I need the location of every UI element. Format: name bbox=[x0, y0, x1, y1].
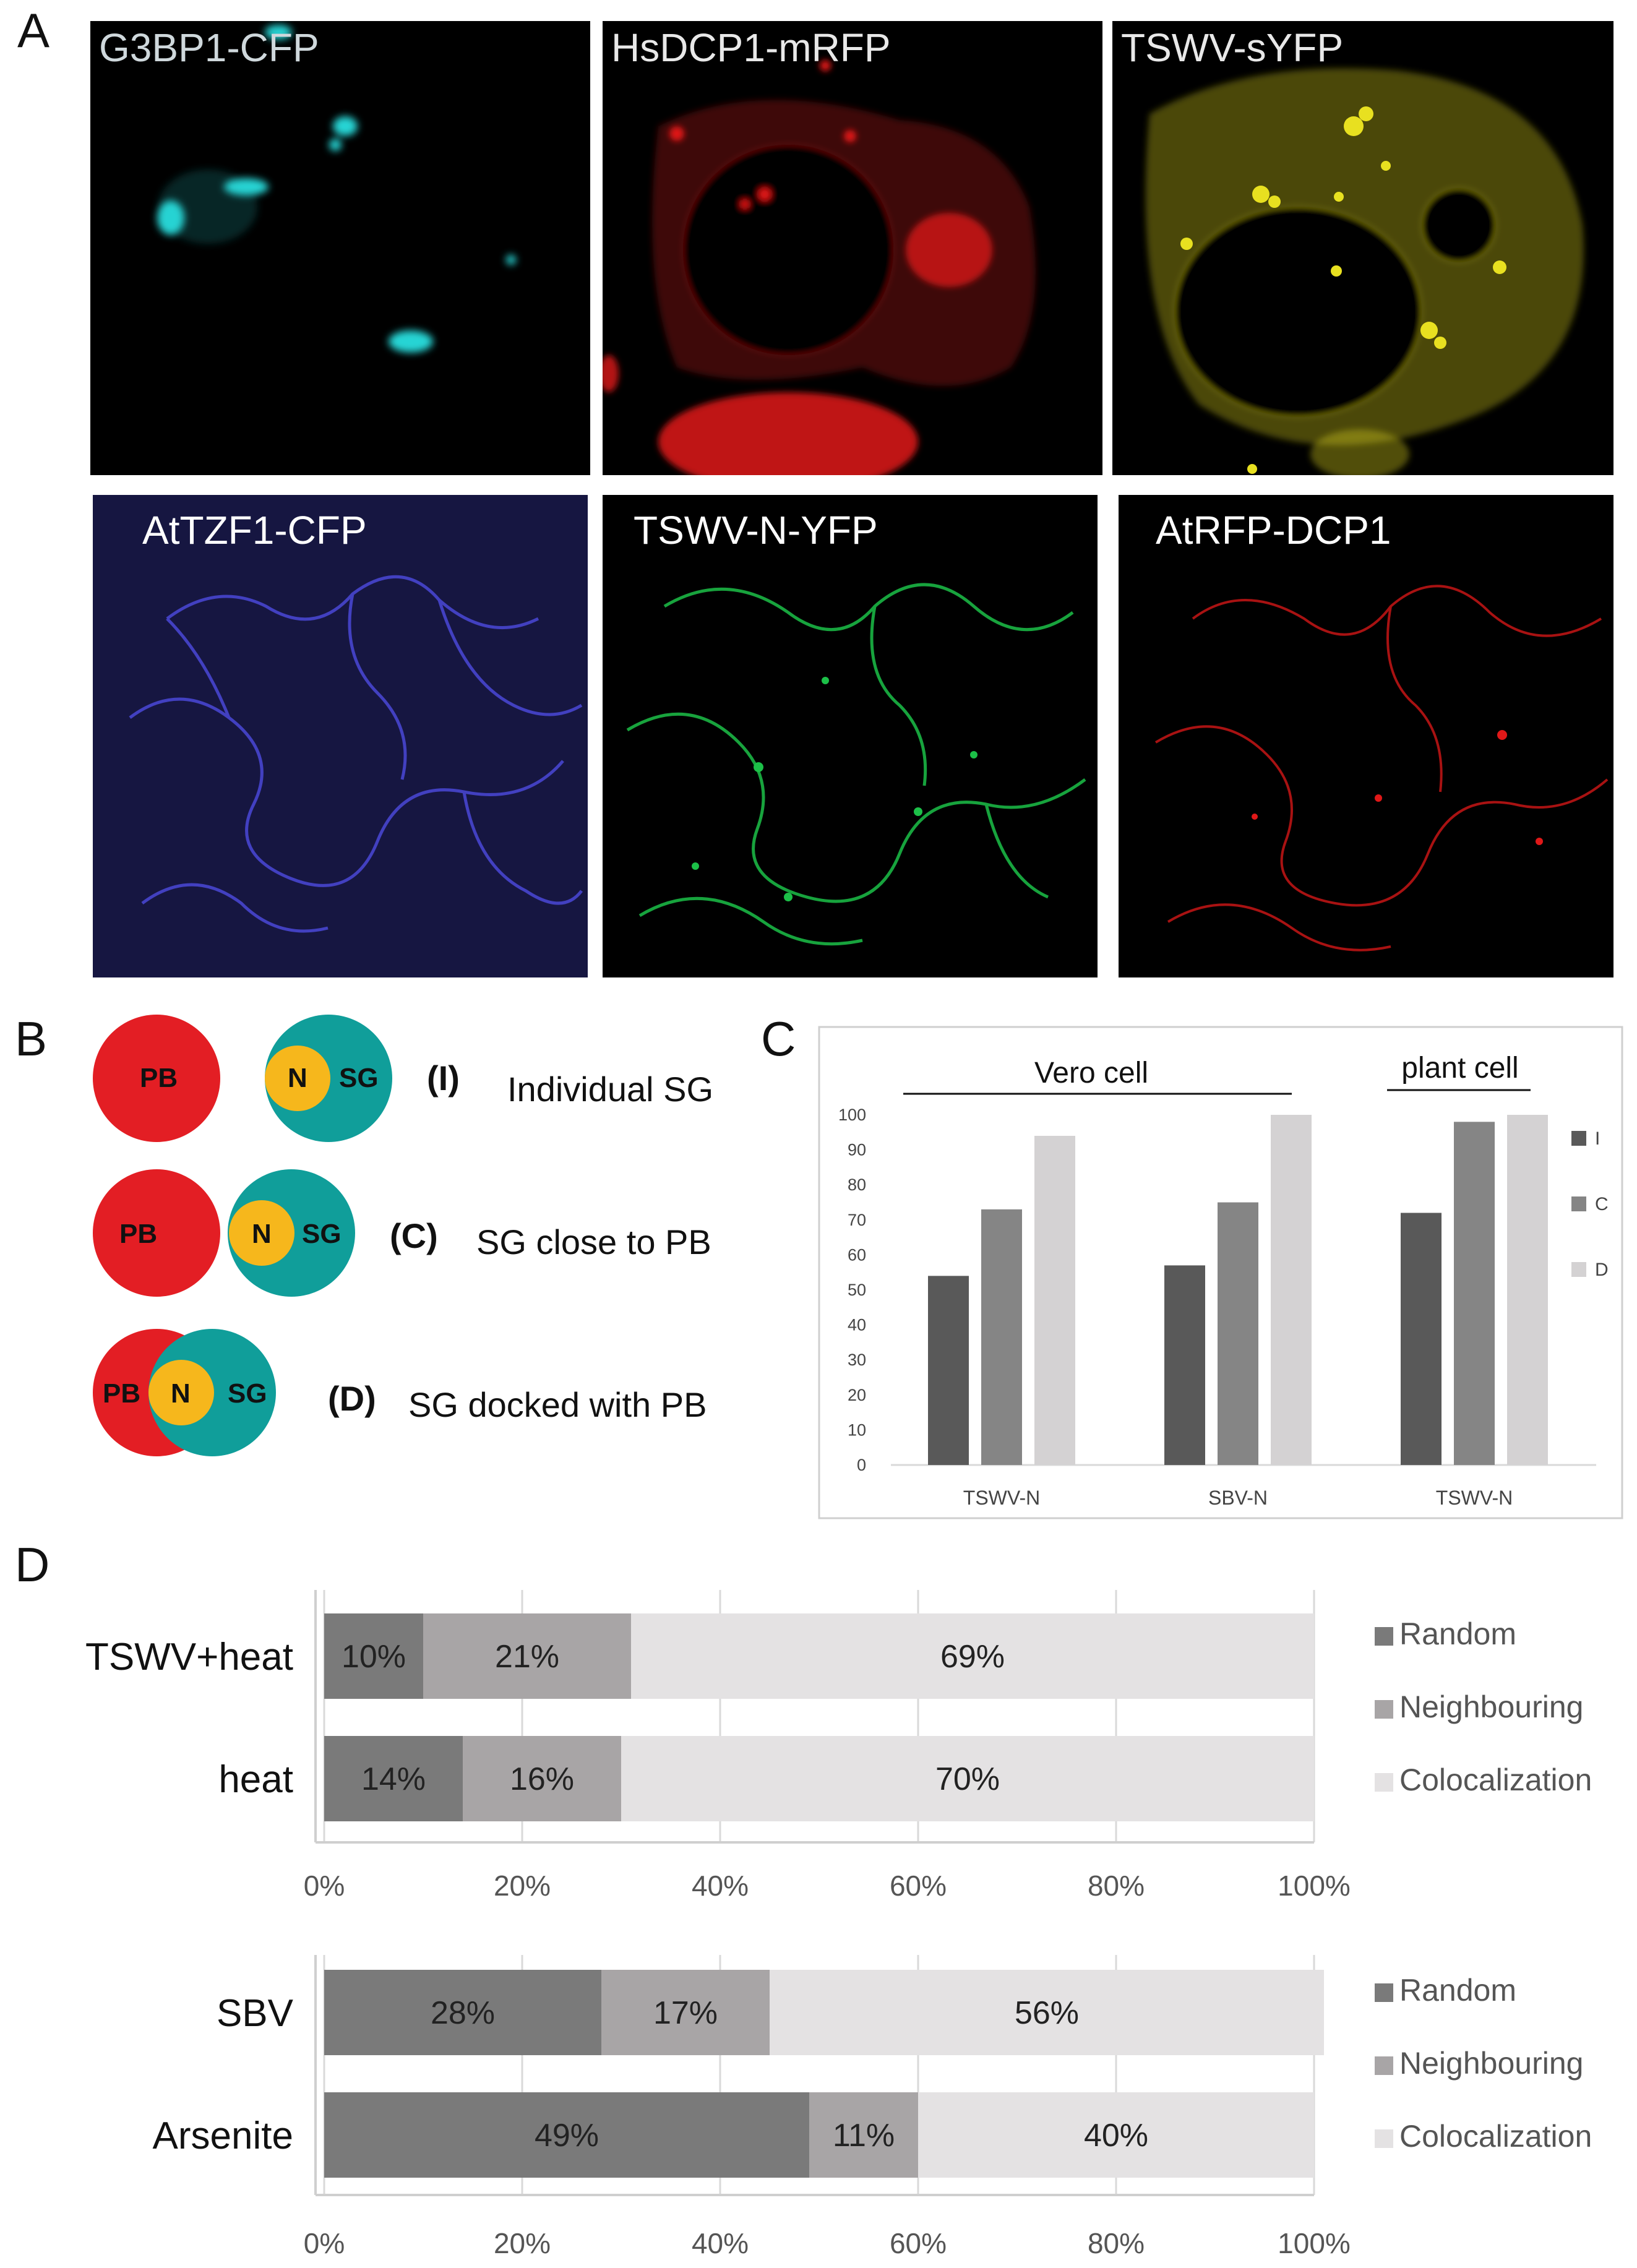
bar-d-0 bbox=[1034, 1135, 1075, 1465]
y-tick-label: 10 bbox=[848, 1420, 866, 1439]
bar-c-1 bbox=[1218, 1202, 1258, 1465]
n-circle bbox=[148, 1360, 214, 1425]
sg-label: SG bbox=[228, 1378, 267, 1409]
y-tick-label: 0 bbox=[857, 1456, 866, 1474]
micrograph-tswv-n-yfp: TSWV-N-YFP bbox=[603, 495, 1098, 977]
panel-label-d: D bbox=[15, 1537, 50, 1592]
x-category-label: TSWV-N bbox=[1436, 1487, 1513, 1509]
pb-label: PB bbox=[119, 1219, 158, 1249]
legend-swatch bbox=[1571, 1262, 1586, 1277]
pb-label: PB bbox=[140, 1063, 178, 1093]
pb-label: PB bbox=[103, 1378, 141, 1409]
fluorescence-image bbox=[626, 583, 1086, 946]
n-label: N bbox=[171, 1378, 191, 1409]
sg-label: SG bbox=[302, 1219, 342, 1249]
y-tick-label: 100 bbox=[838, 1106, 866, 1124]
micrograph-label: HsDCP1-mRFP bbox=[611, 25, 891, 70]
panel-label-a: A bbox=[17, 3, 50, 58]
category-code-i: (I) bbox=[427, 1059, 460, 1097]
category-desc-d: SG docked with PB bbox=[408, 1385, 707, 1424]
y-tick-label: 60 bbox=[848, 1245, 866, 1264]
fluorescence-image bbox=[157, 25, 516, 353]
micrograph-atrfp-dcp1: AtRFP-DCP1 bbox=[1119, 495, 1613, 977]
micrograph-tswv-syfp: TSWV-sYFP bbox=[1112, 21, 1613, 475]
micrograph-label: G3BP1-CFP bbox=[99, 25, 319, 70]
bar-i-0 bbox=[928, 1276, 969, 1465]
y-tick-label: 90 bbox=[848, 1141, 866, 1159]
group-label-vero: Vero cell bbox=[1034, 1057, 1148, 1089]
micrograph-label: AtTZF1-CFP bbox=[142, 508, 367, 552]
x-category-label: SBV-N bbox=[1208, 1487, 1268, 1509]
legend-label: C bbox=[1595, 1194, 1609, 1214]
y-tick-label: 20 bbox=[848, 1386, 866, 1404]
y-tick-label: 50 bbox=[848, 1281, 866, 1299]
bar-c-0 bbox=[981, 1209, 1022, 1465]
category-code-c: (C) bbox=[390, 1216, 438, 1255]
fluorescence-image bbox=[93, 495, 588, 977]
category-desc-i: Individual SG bbox=[507, 1070, 714, 1109]
legend-label: D bbox=[1595, 1260, 1609, 1280]
fluorescence-image bbox=[1154, 585, 1609, 951]
group-label-plant: plant cell bbox=[1401, 1052, 1518, 1085]
legend-swatch bbox=[1571, 1131, 1586, 1146]
pb-circle bbox=[93, 1015, 220, 1142]
category-desc-c: SG close to PB bbox=[476, 1222, 711, 1261]
panel-label-c: C bbox=[761, 1012, 796, 1066]
pb-circle bbox=[93, 1169, 220, 1297]
y-tick-label: 80 bbox=[848, 1175, 866, 1194]
micrograph-hsdcp1-mrfp: HsDCP1-mRFP bbox=[603, 21, 1102, 475]
y-tick-label: 70 bbox=[848, 1211, 866, 1229]
chart-c-group: 0 10 20 30 40 50 60 70 80 90 100 TSWV-N SBV-N TSWV-N V… bbox=[818, 1026, 1623, 1519]
panel-label-b: B bbox=[15, 1012, 48, 1066]
micrograph-g3bp1-cfp: G3BP1-CFP bbox=[90, 21, 590, 475]
bar-d-2 bbox=[1507, 1115, 1548, 1465]
bar-d-1 bbox=[1271, 1115, 1312, 1465]
y-tick-label: 30 bbox=[848, 1351, 866, 1369]
fluorescence-image bbox=[603, 60, 1036, 475]
micrograph-label: TSWV-N-YFP bbox=[634, 508, 878, 552]
n-label: N bbox=[288, 1063, 307, 1093]
category-code-d: (D) bbox=[328, 1379, 376, 1418]
micrograph-label: AtRFP-DCP1 bbox=[1156, 508, 1391, 552]
legend-label: I bbox=[1595, 1128, 1600, 1149]
y-tick-label: 40 bbox=[848, 1316, 866, 1334]
n-label: N bbox=[252, 1219, 272, 1249]
n-circle bbox=[229, 1200, 294, 1266]
legend-swatch bbox=[1571, 1196, 1586, 1211]
fluorescence-image bbox=[1145, 68, 1584, 475]
micrograph-label: TSWV-sYFP bbox=[1121, 25, 1344, 70]
bar-i-1 bbox=[1164, 1265, 1205, 1465]
n-circle bbox=[265, 1046, 330, 1111]
bar-c-2 bbox=[1454, 1122, 1495, 1465]
sg-label: SG bbox=[339, 1063, 379, 1093]
micrograph-attzf1-cfp: AtTZF1-CFP bbox=[93, 495, 588, 977]
x-category-label: TSWV-N bbox=[963, 1487, 1040, 1509]
bar-i-2 bbox=[1401, 1213, 1442, 1465]
